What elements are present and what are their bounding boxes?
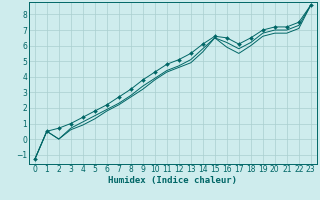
X-axis label: Humidex (Indice chaleur): Humidex (Indice chaleur) <box>108 176 237 185</box>
